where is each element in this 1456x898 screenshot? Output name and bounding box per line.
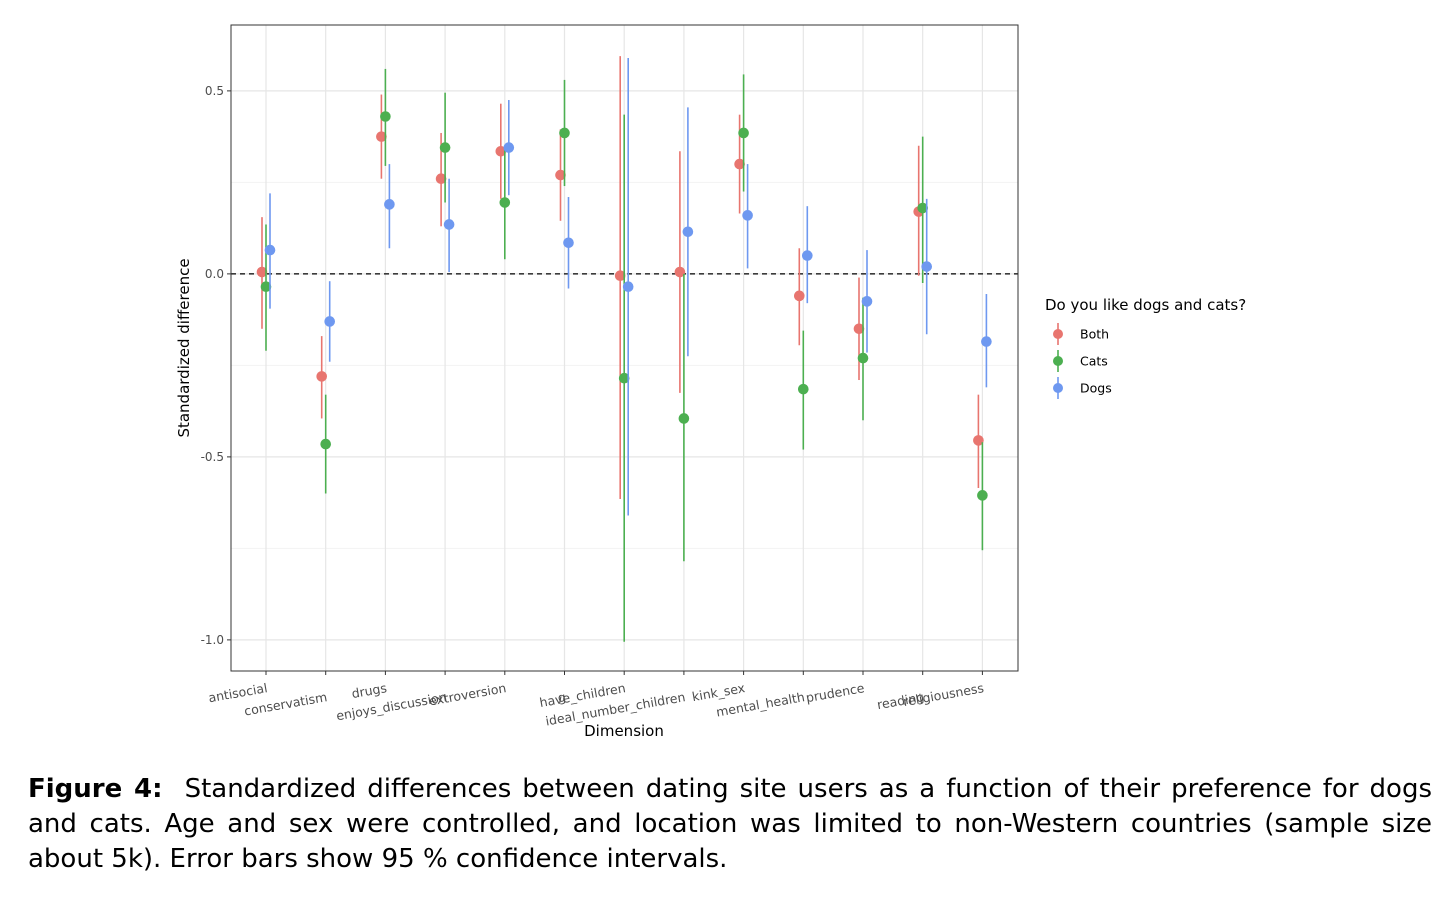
legend-label: Dogs [1080,381,1112,396]
point-dogs-have_children [622,281,634,292]
legend-title: Do you like dogs and cats? [1045,296,1246,314]
point-both-kink_sex [734,158,745,170]
series-cats [260,68,988,642]
legend-key-point [1053,356,1063,366]
point-cats-prudence [857,352,869,364]
point-both-religiousness [973,435,984,446]
x-tick-label: religiousness [902,680,985,709]
point-both-antisocial [256,266,268,278]
point-cats-conservatism [320,438,332,450]
point-both-prudence [853,323,865,335]
point-dogs-drugs [384,199,395,210]
y-axis-title: Standardized difference [175,258,193,437]
point-both-g [555,169,566,181]
point-dogs-g [563,237,574,249]
point-dogs-enjoys_discussion [443,219,455,230]
point-dogs-kink_sex [742,210,753,221]
point-cats-mental_health [798,383,809,395]
series-layer [256,56,992,642]
series-both [256,56,984,499]
point-dogs-religiousness [981,336,992,347]
point-dogs-conservatism [324,316,336,327]
point-cats-religiousness [977,490,988,501]
legend-item-cats: Cats [1053,350,1108,372]
x-tick-label: drugs [350,680,388,701]
legend-label: Both [1080,327,1109,342]
point-cats-enjoys_discussion [439,142,451,153]
y-tick-label: -0.5 [201,450,224,464]
legend-item-dogs: Dogs [1053,377,1112,399]
point-cats-have_children [618,372,630,384]
y-tick-label: -1.0 [201,633,224,647]
caption-label: Figure 4: [28,774,163,804]
legend-item-both: Both [1053,323,1109,345]
point-both-enjoys_discussion [435,173,447,185]
legend-label: Cats [1080,354,1108,369]
point-both-drugs [376,131,387,142]
series-dogs [264,57,992,516]
point-cats-drugs [380,111,391,122]
point-cats-ideal_number_children [678,413,690,424]
legend-key-point [1053,383,1063,393]
legend: Do you like dogs and cats? Both Cats Dogs [1045,296,1246,399]
point-cats-reading [917,202,928,214]
point-both-conservatism [316,371,328,382]
point-both-ideal_number_children [674,266,686,278]
point-both-extroversion [495,145,507,157]
point-dogs-mental_health [802,250,813,261]
point-cats-antisocial [260,281,272,292]
point-dogs-reading [921,261,932,272]
point-dogs-ideal_number_children [682,226,694,238]
point-both-mental_health [794,290,805,302]
point-dogs-prudence [861,296,873,307]
caption-text: Standardized differences between dating … [28,774,1432,874]
y-tick-label: 0.5 [205,84,224,98]
point-both-have_children [614,270,626,282]
point-cats-g [559,127,570,139]
x-tick-label: prudence [805,680,866,705]
x-tick-label: g [557,689,567,705]
x-tick-label: extroversion [428,680,507,708]
point-cats-kink_sex [738,127,749,139]
point-cats-extroversion [499,197,511,208]
legend-key-point [1053,329,1063,339]
point-dogs-antisocial [264,244,276,256]
y-tick-label: 0.0 [205,267,224,281]
figure-caption: Figure 4: Standardized differences betwe… [28,772,1432,877]
x-axis-title: Dimension [584,722,664,740]
point-dogs-extroversion [503,142,515,153]
y-axis-ticks: 0.5 0.0 -0.5 -1.0 [201,84,231,647]
